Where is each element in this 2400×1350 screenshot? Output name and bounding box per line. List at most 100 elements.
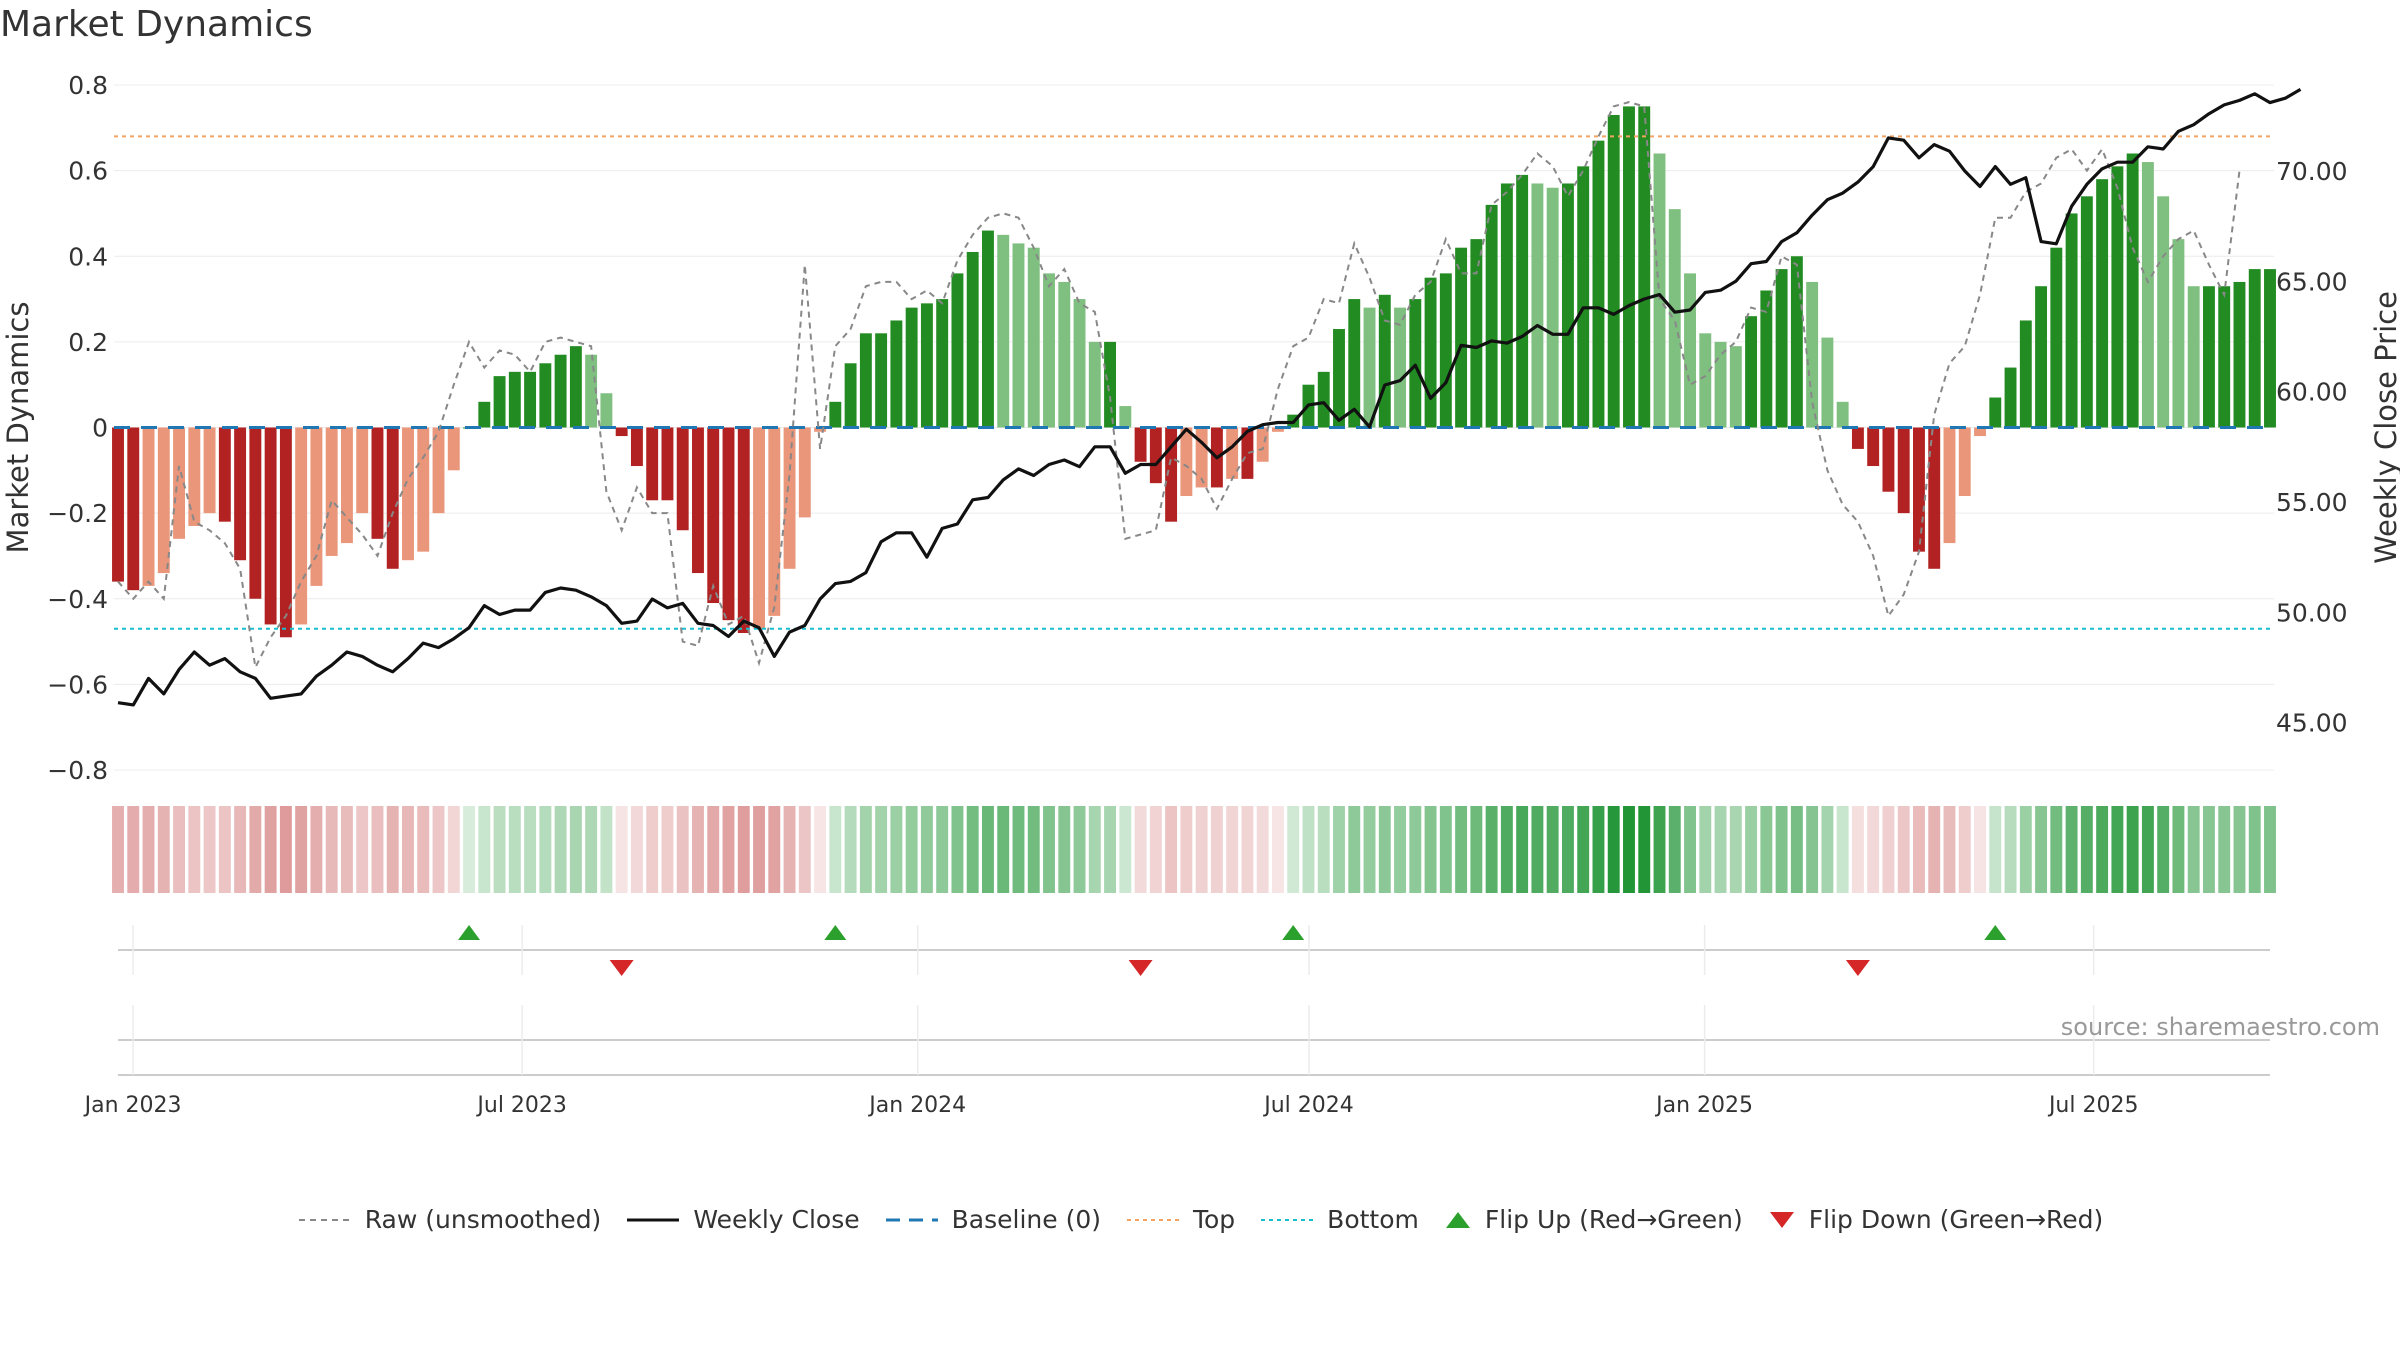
md-bar (188, 427, 201, 526)
strip-cell (1943, 806, 1956, 893)
strip-cell (615, 806, 628, 893)
strip-cell (1455, 806, 1468, 893)
legend-key-baseline (885, 1218, 938, 1221)
md-bar (1897, 427, 1910, 514)
md-bar (2004, 367, 2017, 428)
strip-cell (1424, 806, 1437, 893)
md-bar (1180, 427, 1193, 496)
md-bar (554, 354, 567, 428)
md-bar (1165, 427, 1178, 522)
strip-cell (127, 806, 140, 893)
strip-cell (768, 806, 781, 893)
strip-cell (1882, 806, 1895, 893)
strip-cell (1623, 806, 1635, 893)
strip-cell (1851, 806, 1864, 893)
md-bar (478, 401, 491, 428)
md-bar (1073, 299, 1086, 428)
md-bar (1592, 140, 1605, 428)
strip-cell (875, 806, 888, 893)
strip-cell (402, 806, 414, 893)
strip-cell (753, 806, 765, 893)
md-bar (264, 427, 277, 625)
y2-tick-label: 55.00 (2276, 488, 2348, 517)
y-tick-label: 0.6 (68, 157, 108, 186)
md-bar (249, 427, 262, 599)
strip-cell (1409, 806, 1422, 893)
strip-cell (1210, 806, 1223, 893)
md-bar (1195, 427, 1208, 488)
md-bar (1882, 427, 1895, 492)
strip-cell (447, 806, 460, 893)
strip-cell (1287, 806, 1300, 893)
strip-cell (1928, 806, 1941, 893)
strip-cell (234, 806, 247, 893)
strip-cell (1546, 806, 1559, 893)
strip-cell (2248, 806, 2261, 893)
strip-cell (1363, 806, 1376, 893)
y2-tick-label: 60.00 (2276, 378, 2348, 407)
strip-cell (1348, 806, 1361, 893)
strip-cell (1989, 806, 2002, 893)
md-bar (127, 427, 140, 591)
md-bar (783, 427, 796, 569)
md-bar (2080, 196, 2093, 428)
strip-cell (478, 806, 491, 893)
strip-cell (1668, 806, 1681, 893)
md-bar (1012, 243, 1025, 428)
strip-cell (249, 806, 262, 893)
strip-cell (905, 806, 918, 893)
md-bar (585, 354, 598, 428)
strip-cell (2035, 806, 2048, 893)
x-tick-label: Jul 2025 (2047, 1093, 2139, 1118)
strip-cell (188, 806, 201, 893)
md-bar (432, 427, 445, 514)
md-bar (1623, 106, 1635, 428)
md-bar (1256, 427, 1269, 462)
md-bar (875, 333, 888, 428)
md-bar (2065, 213, 2078, 428)
md-bar (157, 427, 170, 574)
md-bar (1485, 204, 1498, 428)
strip-cell (982, 806, 994, 893)
y2-tick-label: 70.00 (2276, 157, 2348, 186)
md-bar (524, 371, 537, 428)
strip-cell (1607, 806, 1620, 893)
legend-key-raw (298, 1218, 351, 1221)
strip-cell (386, 806, 399, 893)
legend-item-top: Top (1125, 1205, 1235, 1234)
y-tick-label: −0.2 (47, 499, 108, 528)
md-bar (768, 427, 781, 616)
strip-cell (890, 806, 903, 893)
md-bar (1424, 277, 1437, 428)
strip-cell (2065, 806, 2078, 893)
md-bar (859, 333, 872, 428)
md-bar (997, 234, 1010, 428)
strip-cell (2187, 806, 2200, 893)
strip-cell (371, 806, 384, 893)
md-bar (982, 230, 994, 428)
strip-cell (539, 806, 552, 893)
md-bar (1943, 427, 1956, 544)
md-bar (1516, 174, 1529, 428)
y2-tick-label: 45.00 (2276, 709, 2348, 738)
md-bar (2157, 196, 2170, 428)
md-bar (2172, 239, 2185, 428)
strip-cell (2202, 806, 2215, 893)
strip-cell (1317, 806, 1330, 893)
md-bar (1668, 209, 1681, 428)
legend-item-baseline: Baseline (0) (884, 1205, 1101, 1234)
legend-item-flip-up: Flip Up (Red→Green) (1443, 1205, 1743, 1234)
strip-cell (844, 806, 857, 893)
strip-cell (814, 806, 827, 893)
md-bar (1348, 299, 1361, 428)
md-bar (707, 427, 720, 604)
md-bar (1928, 427, 1941, 569)
strip-cell (1729, 806, 1742, 893)
strip-cell (1500, 806, 1513, 893)
y2-tick-label: 65.00 (2276, 267, 2348, 296)
strip-cell (1485, 806, 1498, 893)
md-bar (1760, 290, 1773, 428)
legend-key-top (1126, 1218, 1179, 1221)
source-note: source: sharemaestro.com (2060, 1013, 2380, 1041)
md-bar (310, 427, 323, 586)
